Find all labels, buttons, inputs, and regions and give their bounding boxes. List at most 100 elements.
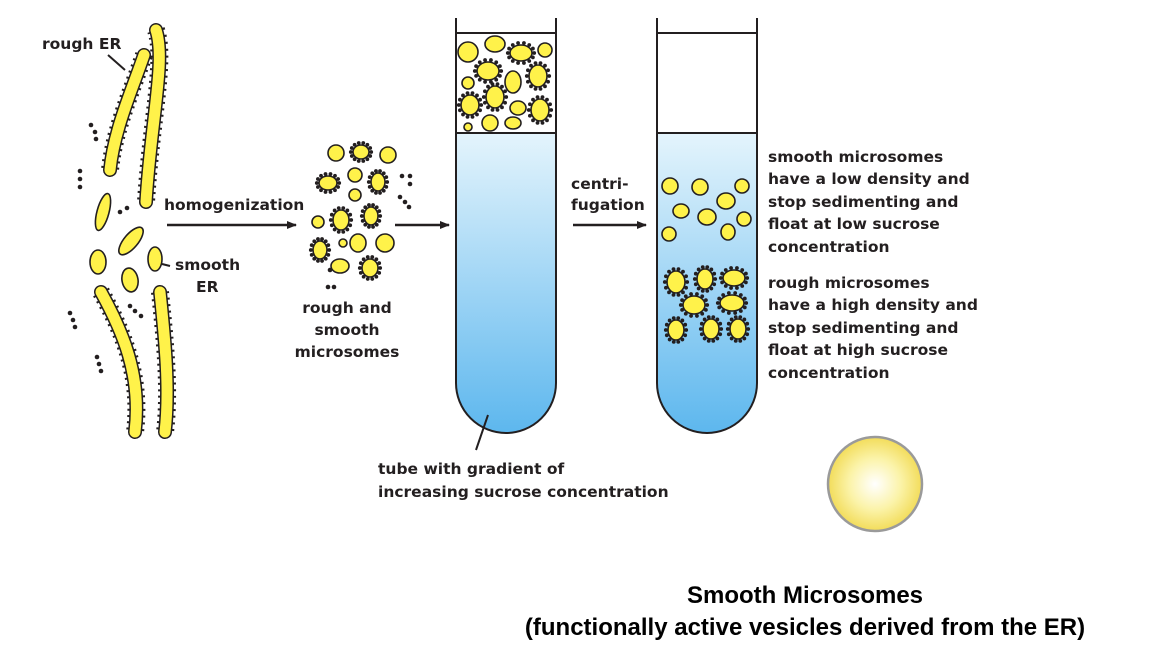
smooth-er-label-line1: smooth	[175, 256, 240, 274]
smooth-microsome-sphere	[826, 435, 924, 533]
ribosome	[72, 324, 78, 330]
ribosome	[94, 354, 100, 360]
smooth-microsome	[716, 192, 736, 210]
title-line1: Smooth Microsomes	[686, 582, 924, 609]
smooth-microsome	[457, 41, 479, 63]
rough-microsome	[308, 237, 332, 263]
ribosome	[96, 361, 102, 367]
smooth-microsome	[338, 238, 348, 248]
rough-er-segment	[137, 23, 169, 209]
gradient-tube-before	[455, 18, 557, 434]
mixture-label-line1: rough and	[302, 299, 391, 317]
ribosome	[70, 317, 76, 323]
rough-microsome	[526, 95, 554, 125]
ribosome	[407, 181, 413, 187]
smooth-microsome	[537, 42, 553, 58]
rough-microsome	[505, 41, 537, 65]
rough-microsome	[663, 316, 689, 344]
svg-text:rough microsomes: rough microsomes	[768, 274, 930, 292]
centrifugation-label-line2: fugation	[571, 196, 645, 214]
mixture-label-line2: smooth	[314, 321, 379, 339]
ribosome	[327, 267, 333, 273]
ribosome	[138, 313, 144, 319]
smooth-microsome	[504, 70, 522, 94]
smooth-microsome	[348, 188, 362, 202]
rough-microsome	[456, 91, 484, 119]
rough-microsome	[357, 255, 383, 281]
ribosome	[132, 308, 138, 314]
tube-caption-pointer	[475, 414, 489, 451]
rough-microsome	[725, 315, 751, 343]
mixture-label-line3: microsomes	[295, 343, 400, 361]
smooth-microsome	[481, 114, 499, 132]
smooth-microsome	[311, 215, 325, 229]
rough-result-text: rough microsomes have a high density and…	[768, 274, 978, 382]
rough-er-segment	[101, 48, 153, 177]
ribosome	[67, 310, 73, 316]
ribosome	[124, 205, 130, 211]
rough-microsome	[718, 266, 750, 290]
ribosome	[406, 204, 412, 210]
smooth-er-fragment	[94, 192, 112, 232]
ribosome	[98, 368, 104, 374]
rough-er-segment	[93, 285, 146, 439]
svg-text:stop sedimenting and: stop sedimenting and	[768, 193, 958, 211]
rough-microsome	[662, 267, 690, 297]
rough-er-pointer	[107, 54, 126, 71]
rough-microsome	[328, 206, 354, 234]
smooth-result-text: smooth microsomes have a low density and…	[768, 148, 970, 256]
smooth-microsome	[691, 178, 709, 196]
rough-microsome	[314, 172, 342, 194]
ribosome	[77, 168, 83, 174]
microsome-mixture	[308, 141, 413, 290]
ribosome	[93, 136, 99, 142]
smooth-er-pointer	[161, 263, 171, 267]
smooth-microsome	[463, 122, 473, 132]
rough-microsome	[524, 61, 552, 91]
ribosome	[92, 129, 98, 135]
ribosome	[325, 284, 331, 290]
ribosome	[407, 173, 413, 179]
smooth-microsome	[661, 226, 677, 242]
rough-microsome	[678, 292, 710, 318]
svg-text:have a low density and: have a low density and	[768, 170, 970, 188]
tube-caption-line1: tube with gradient of	[378, 460, 565, 478]
smooth-microsome	[349, 233, 367, 253]
smooth-microsome	[697, 208, 717, 226]
rough-er-label: rough ER	[42, 35, 121, 53]
homogenization-label: homogenization	[164, 196, 304, 214]
rough-microsome	[366, 169, 390, 195]
rough-microsome	[715, 291, 749, 315]
svg-text:float at high sucrose: float at high sucrose	[768, 341, 948, 359]
ribosome	[88, 122, 94, 128]
smooth-er-fragment	[147, 246, 163, 272]
title-line2: (functionally active vesicles derived fr…	[524, 614, 1086, 641]
rough-microsome	[348, 141, 374, 163]
smooth-microsome	[661, 177, 679, 195]
ribosome	[331, 284, 337, 290]
smooth-er-fragment	[121, 267, 139, 293]
smooth-microsome	[379, 146, 397, 164]
svg-text:float at low sucrose: float at low sucrose	[768, 215, 940, 233]
smooth-microsome	[461, 76, 475, 90]
rough-er-segment	[151, 285, 177, 439]
svg-text:concentration: concentration	[768, 364, 890, 382]
smooth-er-fragment	[89, 249, 107, 275]
smooth-microsome	[347, 167, 363, 183]
rough-microsome	[698, 315, 724, 343]
ribosome	[77, 184, 83, 190]
smooth-microsome	[734, 178, 750, 194]
smooth-microsome	[736, 211, 752, 227]
smooth-microsome	[672, 203, 690, 219]
gradient-tube-after	[656, 18, 758, 434]
smooth-er-label-line2: ER	[196, 278, 219, 296]
smooth-microsome	[327, 144, 345, 162]
ribosome	[127, 303, 133, 309]
centrifugation-label-line1: centri-	[571, 175, 629, 193]
smooth-microsome	[509, 100, 527, 116]
rough-microsome	[692, 265, 718, 293]
tube-caption-line2: increasing sucrose concentration	[378, 483, 669, 501]
smooth-microsome	[720, 223, 736, 241]
rough-microsome	[359, 203, 383, 229]
